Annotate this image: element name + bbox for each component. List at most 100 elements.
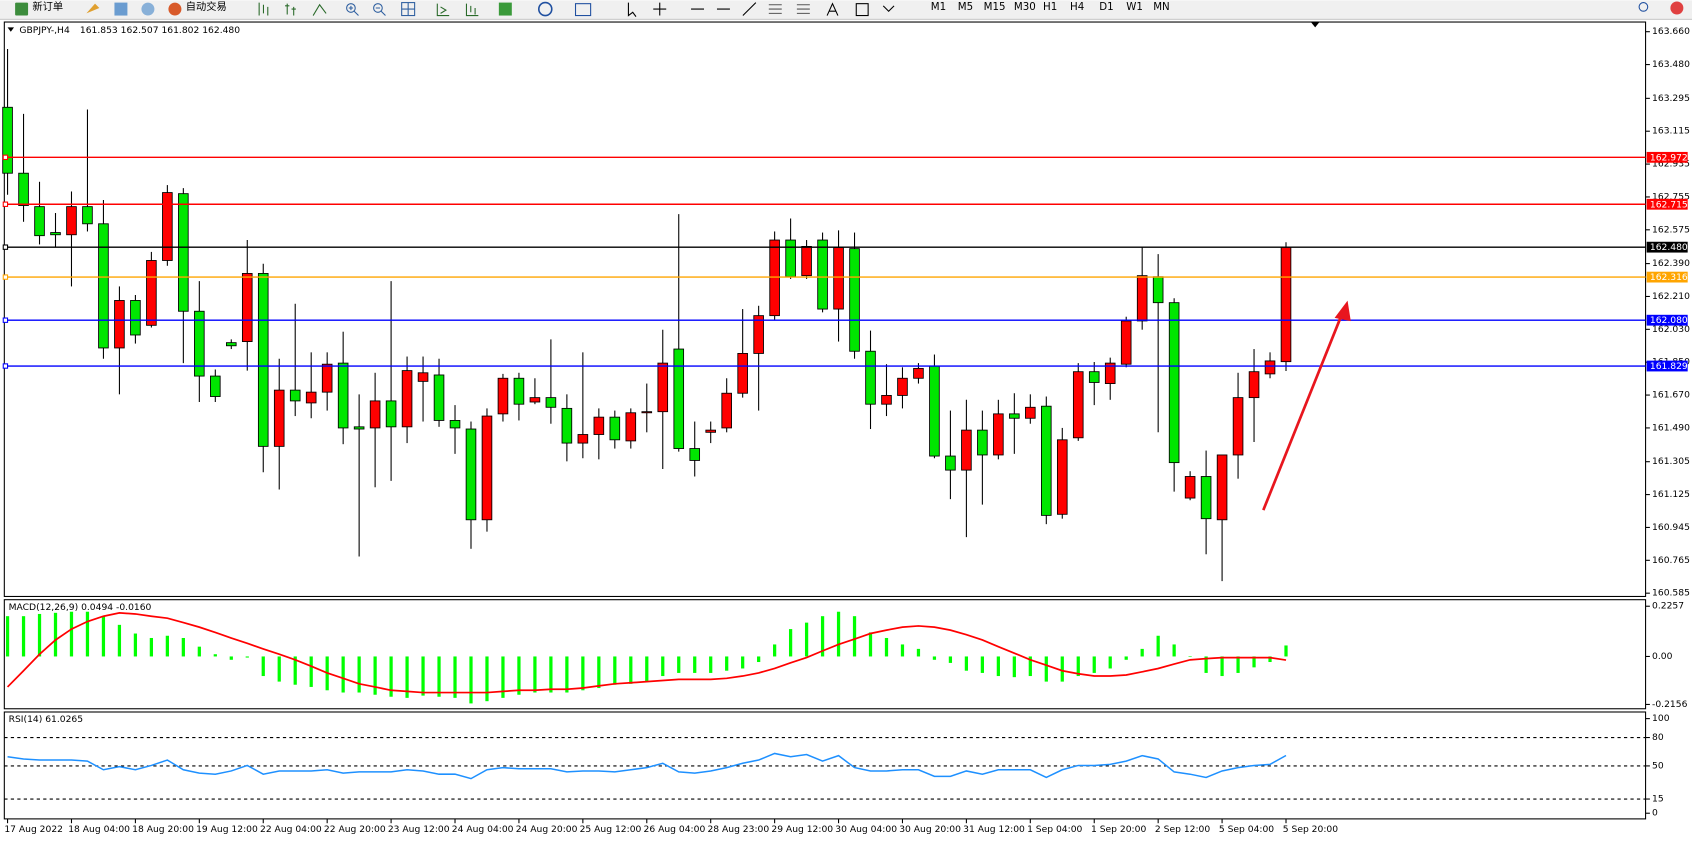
signal-line — [6, 612, 1287, 694]
macd-bar — [501, 656, 505, 698]
zoom-icons[interactable] — [346, 2, 416, 17]
indicators-icon[interactable] — [498, 2, 512, 16]
search-icon[interactable] — [1638, 2, 1649, 12]
candle-body — [689, 448, 701, 461]
templates-icon[interactable] — [574, 3, 592, 17]
x-tick-label: 18 Aug 20:00 — [132, 824, 194, 835]
candle-body — [178, 193, 189, 312]
new-order-icon[interactable] — [15, 2, 29, 16]
macd-bar — [804, 622, 809, 657]
timeframe-button[interactable]: MN — [1153, 1, 1170, 13]
candle-body — [289, 389, 301, 402]
x-tick-label: 18 Aug 04:00 — [68, 824, 130, 835]
candle-body — [66, 206, 77, 236]
timeframe-button[interactable]: H1 — [1043, 1, 1057, 13]
chart-title: GBPJPY-,H4 — [19, 25, 70, 36]
arrow-tools[interactable] — [882, 5, 895, 12]
annotation-arrow — [1262, 300, 1351, 511]
candle-body — [114, 300, 125, 349]
candle-body — [1264, 360, 1276, 375]
macd-bar — [773, 644, 777, 657]
candle-body — [210, 375, 221, 397]
candle-body — [146, 260, 157, 326]
macd-bar — [884, 637, 889, 657]
y-tick-label: 0.00 — [1652, 651, 1673, 662]
timeframe-buttons: M1 M5 M15 M30 H1 H4 D1 W1 MN — [931, 1, 1170, 13]
notification-icon[interactable] — [1670, 1, 1684, 15]
icon[interactable] — [114, 2, 128, 16]
y-tick-label: 163.115 — [1652, 126, 1690, 137]
new-order-button[interactable]: 新订单 — [32, 0, 63, 13]
candle-body — [881, 394, 892, 405]
cursor-icon[interactable] — [627, 2, 637, 17]
candle-body — [225, 342, 237, 347]
y-tick-label: 161.305 — [1652, 456, 1690, 467]
candle-body — [1120, 320, 1132, 365]
candle-body — [241, 273, 253, 342]
level-label-bg — [1646, 198, 1688, 210]
candle-body — [961, 429, 972, 471]
timeframe-button[interactable]: M15 — [984, 1, 1006, 13]
level-marker — [2, 317, 9, 323]
macd-bar — [133, 633, 138, 657]
macd-bar — [1124, 656, 1128, 660]
macd-bar — [900, 644, 905, 657]
icon[interactable] — [86, 3, 100, 14]
timeframe-button[interactable]: M30 — [1014, 1, 1036, 13]
x-tick-label: 1 Sep 20:00 — [1091, 824, 1146, 835]
y-tick-label: 163.480 — [1652, 59, 1690, 70]
macd-bar — [533, 656, 537, 693]
x-tick-label: 22 Aug 04:00 — [260, 824, 322, 835]
auto-trading-button[interactable]: 自动交易 — [186, 0, 227, 13]
level-label: 161.829 — [1650, 361, 1688, 372]
candle-body — [641, 411, 653, 414]
candle-body — [513, 377, 525, 405]
shift-marker — [1310, 22, 1320, 28]
scroll-icons[interactable] — [436, 3, 479, 17]
y-tick-label: 161.125 — [1652, 489, 1690, 500]
candle-body — [257, 273, 269, 447]
text-tool[interactable] — [826, 2, 839, 16]
candle-body — [545, 397, 557, 408]
timeframe-button[interactable]: D1 — [1099, 1, 1113, 13]
macd-bar — [709, 656, 713, 673]
timeframe-button[interactable]: M1 — [931, 1, 946, 13]
y-tick-label: 163.295 — [1652, 93, 1690, 104]
x-tick-label: 30 Aug 04:00 — [835, 824, 897, 835]
level-marker — [2, 154, 9, 161]
level-label-bg — [1646, 151, 1688, 163]
timeframe-button[interactable]: H4 — [1070, 1, 1084, 13]
icon[interactable] — [141, 2, 155, 16]
auto-trading-icon[interactable] — [168, 2, 182, 16]
candle-body — [273, 389, 285, 447]
candle-body — [82, 206, 93, 225]
y-tick-label: 161.670 — [1652, 390, 1690, 401]
macd-bar — [868, 632, 873, 657]
candle-body — [1184, 476, 1196, 499]
macd-bar — [757, 656, 761, 663]
macd-bar — [964, 656, 969, 671]
macd-bar — [245, 656, 249, 658]
y-tick-label: 0 — [1652, 808, 1658, 819]
level-label: 162.080 — [1650, 315, 1688, 326]
y-tick-label: 0.2257 — [1652, 601, 1684, 612]
label-tool[interactable] — [855, 3, 869, 17]
timeframe-button[interactable]: W1 — [1126, 1, 1143, 13]
macd-bar — [277, 656, 281, 682]
chart-type-icons[interactable] — [258, 2, 327, 16]
macd-bar — [213, 654, 217, 657]
macd-bar — [1092, 656, 1096, 673]
macd-bar — [1076, 656, 1080, 677]
panel-frame — [3, 21, 1647, 598]
crosshair-icon[interactable] — [653, 2, 667, 16]
timeframe-button[interactable]: M5 — [958, 1, 973, 13]
channel-tools[interactable] — [768, 4, 810, 14]
macd-bar — [85, 611, 90, 657]
candle-body — [721, 392, 732, 429]
macd-bar — [788, 629, 793, 657]
macd-bar — [677, 656, 681, 673]
macd-bar — [629, 656, 633, 684]
line-tools[interactable] — [691, 2, 757, 16]
periods-icon[interactable] — [537, 1, 553, 17]
candle-body — [305, 391, 317, 404]
